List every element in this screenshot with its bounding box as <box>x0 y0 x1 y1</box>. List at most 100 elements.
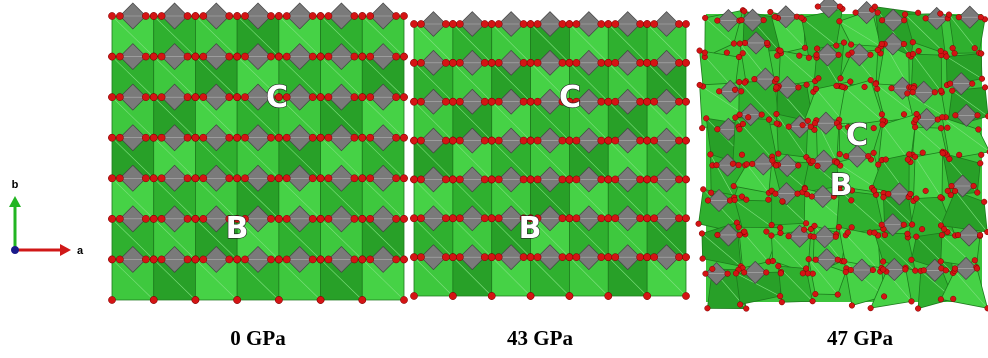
oxygen-atom <box>651 254 658 261</box>
oxygen-atom <box>903 267 909 273</box>
oxygen-atom <box>795 191 801 197</box>
oxygen-atom <box>703 271 709 277</box>
oxygen-atom <box>801 227 807 233</box>
oxygen-atom <box>651 137 658 144</box>
oxygen-atom <box>644 176 651 183</box>
oxygen-atom <box>944 54 950 60</box>
oxygen-atom <box>938 48 944 54</box>
oxygen-atom <box>836 52 842 58</box>
oxygen-atom <box>880 122 886 128</box>
oxygen-atom <box>868 77 874 83</box>
oxygen-atom <box>116 94 123 101</box>
oxygen-atom <box>367 215 374 222</box>
oxygen-atom <box>843 153 849 159</box>
oxygen-atom <box>909 222 915 228</box>
oxygen-atom <box>534 254 541 261</box>
oxygen-atom <box>488 20 495 27</box>
oxygen-atom <box>559 20 566 27</box>
oxygen-atom <box>945 188 951 194</box>
oxygen-atom <box>116 53 123 60</box>
oxygen-atom <box>868 52 874 58</box>
oxygen-atom <box>815 163 821 169</box>
oxygen-atom <box>800 271 806 277</box>
oxygen-atom <box>699 231 705 237</box>
axis-indicator: b a <box>9 179 84 257</box>
oxygen-atom <box>150 53 157 60</box>
oxygen-atom <box>710 266 716 272</box>
oxygen-atom <box>309 94 316 101</box>
oxygen-atom <box>699 125 705 131</box>
oxygen-atom <box>495 59 502 66</box>
oxygen-atom <box>811 234 817 240</box>
oxygen-atom <box>184 53 191 60</box>
oxygen-atom <box>275 12 282 19</box>
oxygen-atom <box>566 176 573 183</box>
oxygen-atom <box>786 124 792 130</box>
oxygen-atom <box>803 220 809 226</box>
oxygen-atom <box>449 254 456 261</box>
oxygen-atom <box>637 98 644 105</box>
oxygen-atom <box>200 53 207 60</box>
oxygen-atom <box>325 175 332 182</box>
oxygen-atom <box>766 197 772 203</box>
oxygen-atom <box>351 12 358 19</box>
oxygen-atom <box>651 59 658 66</box>
oxygen-atom <box>702 50 708 56</box>
oxygen-atom <box>559 137 566 144</box>
oxygen-atom <box>742 40 748 46</box>
oxygen-atom <box>283 134 290 141</box>
oxygen-atom <box>912 154 918 160</box>
oxygen-atom <box>116 134 123 141</box>
oxygen-atom <box>802 186 808 192</box>
panel-caption: 47 GPa <box>827 326 893 350</box>
oxygen-atom <box>359 53 366 60</box>
oxygen-atom <box>317 296 324 303</box>
oxygen-atom <box>732 87 738 93</box>
oxygen-atom <box>116 215 123 222</box>
oxygen-atom <box>875 47 881 53</box>
oxygen-atom <box>848 267 854 273</box>
oxygen-atom <box>275 296 282 303</box>
oxygen-atom <box>883 157 889 163</box>
oxygen-atom <box>715 126 721 132</box>
oxygen-atom <box>309 215 316 222</box>
oxygen-atom <box>158 215 165 222</box>
oxygen-atom <box>534 98 541 105</box>
oxygen-atom <box>841 40 847 46</box>
oxygen-atom <box>267 53 274 60</box>
oxygen-atom <box>241 134 248 141</box>
oxygen-atom <box>682 98 689 105</box>
oxygen-atom <box>700 187 706 193</box>
oxygen-atom <box>267 175 274 182</box>
oxygen-atom <box>950 296 956 302</box>
oxygen-atom <box>981 199 987 205</box>
oxygen-atom <box>939 232 945 238</box>
oxygen-atom <box>833 234 839 240</box>
oxygen-atom <box>810 271 816 277</box>
site-label: B <box>519 211 542 246</box>
oxygen-atom <box>488 215 495 222</box>
oxygen-atom <box>283 53 290 60</box>
oxygen-atom <box>700 256 706 262</box>
oxygen-atom <box>731 183 737 189</box>
oxygen-atom <box>456 59 463 66</box>
oxygen-atom <box>835 257 841 263</box>
oxygen-atom <box>598 176 605 183</box>
oxygen-atom <box>359 215 366 222</box>
oxygen-atom <box>267 134 274 141</box>
oxygen-atom <box>520 137 527 144</box>
oxygen-atom <box>816 75 822 81</box>
oxygen-atom <box>786 233 792 239</box>
oxygen-atom <box>142 256 149 263</box>
oxygen-atom <box>837 4 843 10</box>
oxygen-atom <box>737 126 743 132</box>
oxygen-atom <box>901 41 907 47</box>
oxygen-atom <box>837 151 843 157</box>
oxygen-atom <box>612 137 619 144</box>
oxygen-atom <box>598 20 605 27</box>
oxygen-atom <box>738 89 744 95</box>
oxygen-atom <box>938 125 944 131</box>
oxygen-atom <box>573 59 580 66</box>
oxygen-atom <box>612 59 619 66</box>
oxygen-atom <box>283 256 290 263</box>
